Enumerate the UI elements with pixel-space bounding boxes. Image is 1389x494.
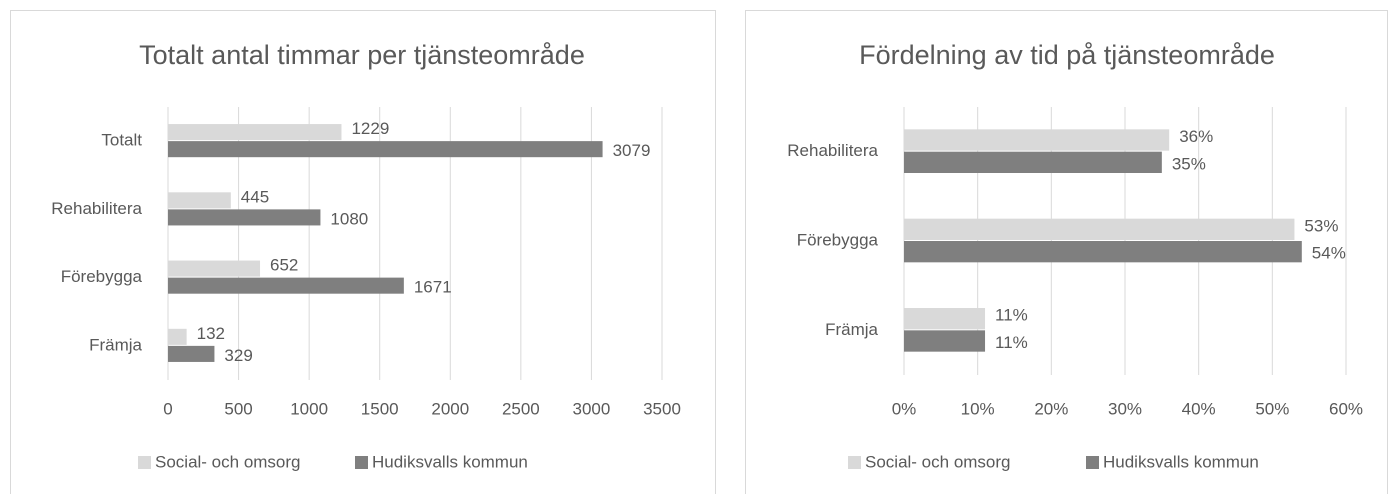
data-label: 329 (224, 346, 252, 365)
x-tick-label: 30% (1108, 399, 1142, 418)
data-label: 1229 (351, 119, 389, 138)
bar (168, 277, 404, 294)
bar (904, 129, 1170, 151)
x-tick-label: 2000 (431, 399, 469, 418)
bar (168, 209, 321, 226)
bar (904, 308, 986, 330)
x-tick-label: 1000 (290, 399, 328, 418)
y-tick-label: Förebygga (61, 267, 143, 286)
x-tick-label: 10% (961, 399, 995, 418)
legend-swatch (848, 456, 861, 469)
y-tick-label: Rehabilitera (51, 199, 142, 218)
chart-title: Fördelning av tid på tjänsteområde (859, 40, 1275, 70)
x-tick-label: 2500 (502, 399, 540, 418)
data-label: 1080 (330, 209, 368, 228)
bar (168, 328, 187, 345)
y-tick-label: Främja (825, 320, 878, 339)
bar (168, 141, 603, 158)
y-tick-label: Främja (89, 335, 142, 354)
legend-swatch (355, 456, 368, 469)
x-tick-label: 40% (1182, 399, 1216, 418)
x-tick-label: 3000 (573, 399, 611, 418)
data-label: 53% (1304, 216, 1338, 235)
x-tick-label: 0 (163, 399, 172, 418)
bar (168, 124, 342, 141)
x-tick-label: 50% (1255, 399, 1289, 418)
data-label: 3079 (613, 141, 651, 160)
chart-title: Totalt antal timmar per tjänsteområde (139, 40, 585, 70)
legend-swatch (1086, 456, 1099, 469)
legend-label: Hudiksvalls kommun (1103, 452, 1259, 471)
panel (10, 10, 716, 494)
data-label: 36% (1179, 127, 1213, 146)
data-label: 35% (1172, 154, 1206, 173)
x-tick-label: 1500 (361, 399, 399, 418)
data-label: 11% (995, 306, 1028, 325)
legend-label: Social- och omsorg (155, 452, 301, 471)
y-tick-label: Förebygga (797, 230, 879, 249)
bar (904, 151, 1162, 173)
data-label: 1671 (414, 278, 452, 297)
x-tick-label: 60% (1329, 399, 1363, 418)
data-label: 54% (1312, 244, 1346, 263)
data-label: 11% (995, 333, 1028, 352)
data-label: 132 (197, 324, 225, 343)
x-tick-label: 3500 (643, 399, 681, 418)
bar (168, 192, 231, 209)
y-tick-label: Totalt (101, 131, 142, 150)
bar (168, 260, 261, 277)
bar (904, 330, 986, 352)
legend-label: Hudiksvalls kommun (372, 452, 528, 471)
x-tick-label: 0% (892, 399, 917, 418)
x-tick-label: 20% (1034, 399, 1068, 418)
data-label: 652 (270, 256, 298, 275)
legend-label: Social- och omsorg (865, 452, 1011, 471)
legend-swatch (138, 456, 151, 469)
bar (168, 345, 215, 362)
y-tick-label: Rehabilitera (787, 141, 878, 160)
bar (904, 218, 1295, 240)
x-tick-label: 500 (224, 399, 252, 418)
bar (904, 241, 1302, 263)
data-label: 445 (241, 187, 269, 206)
